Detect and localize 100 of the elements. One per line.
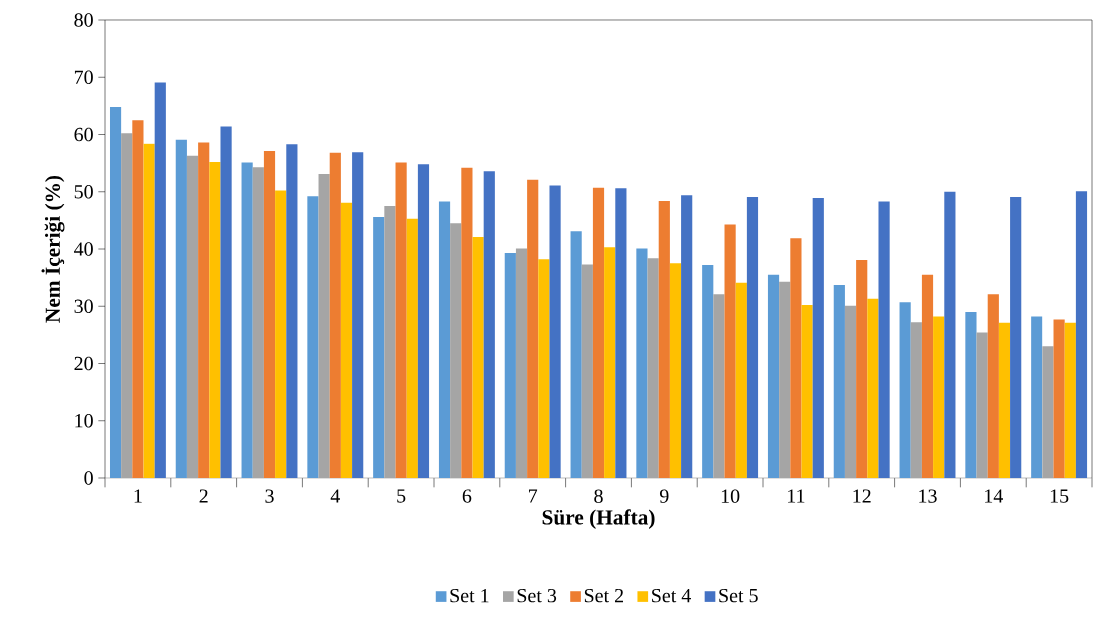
bar [735, 282, 747, 478]
x-tick-label: 1 [134, 489, 142, 503]
bar [681, 195, 693, 478]
bar [921, 274, 934, 478]
x-tick-label: 8 [594, 489, 603, 503]
bar [570, 231, 582, 478]
bar [702, 265, 714, 478]
x-tick-label: 4 [330, 489, 340, 503]
bar [220, 126, 232, 478]
bar [504, 253, 516, 478]
bar [209, 161, 221, 478]
bar [461, 167, 473, 478]
y-tick-label: 80 [74, 13, 93, 27]
bar [275, 190, 287, 478]
bar [581, 264, 593, 478]
bar [713, 294, 725, 478]
x-tick-label: 14 [985, 489, 1003, 503]
bar [450, 223, 462, 478]
bar [286, 144, 298, 478]
y-tick-label: 10 [75, 414, 93, 428]
bar [1075, 191, 1088, 478]
x-tick-label: 13 [919, 489, 937, 503]
y-tick-label: 40 [74, 242, 93, 256]
bar [318, 174, 330, 478]
bar [779, 281, 791, 478]
bar [724, 224, 736, 478]
x-tick-label: 2 [199, 489, 208, 503]
bar [1010, 196, 1022, 478]
bar [592, 187, 605, 478]
bar [965, 311, 977, 478]
bar [658, 200, 670, 478]
bar [867, 298, 879, 478]
bar [669, 263, 682, 478]
bar [604, 247, 616, 478]
bar [944, 191, 956, 478]
x-tick-label: 6 [462, 489, 472, 503]
y-tick-label: 60 [74, 127, 93, 142]
x-tick-label: 7 [529, 489, 538, 503]
bar [109, 107, 122, 478]
bar [615, 188, 627, 478]
x-tick-label: 10 [721, 489, 740, 503]
bar [878, 201, 890, 478]
bar [812, 198, 824, 478]
bar [910, 322, 922, 478]
legend-label: Set 4 [652, 588, 691, 603]
bar [307, 196, 319, 478]
bar [252, 167, 264, 478]
legend-label: Set 5 [719, 588, 758, 603]
bar [373, 216, 385, 478]
bar [132, 120, 144, 478]
bar [329, 152, 341, 478]
y-axis-title: Nem İçeriği (%) [41, 175, 65, 323]
bar [899, 302, 911, 478]
bar [976, 332, 988, 478]
x-tick-label: 9 [659, 489, 669, 503]
bar [263, 151, 276, 478]
bar [933, 316, 945, 478]
bar [483, 171, 495, 478]
bar [636, 248, 648, 478]
bar [438, 201, 451, 478]
bar [647, 258, 659, 478]
bar [384, 206, 396, 478]
y-tick-label: 0 [84, 471, 93, 485]
y-tick-label: 50 [74, 185, 93, 199]
bar [549, 185, 561, 478]
x-axis-title: Süre (Hafta) [542, 509, 655, 529]
y-tick-label: 70 [74, 70, 93, 84]
bar [1053, 319, 1065, 478]
legend-label: Set 1 [450, 588, 489, 603]
bar [987, 294, 999, 478]
bar [1042, 346, 1054, 478]
x-tick-label: 11 [788, 489, 805, 503]
y-tick-label: 20 [74, 356, 93, 371]
bar [833, 285, 845, 478]
x-tick-label: 15 [1050, 489, 1069, 503]
bar [998, 322, 1011, 478]
bar [767, 274, 780, 478]
x-tick-label: 5 [397, 489, 406, 503]
bar [352, 152, 364, 478]
bar [175, 139, 187, 478]
bar [515, 248, 528, 478]
bar [340, 202, 353, 478]
x-tick-label: 3 [265, 489, 274, 503]
bar [417, 164, 430, 478]
bar [241, 162, 253, 478]
bar [801, 305, 813, 478]
bar [746, 196, 759, 478]
bar [472, 236, 484, 478]
bar [527, 179, 539, 478]
bar [1064, 322, 1076, 478]
bar [143, 143, 155, 478]
bar [790, 238, 802, 478]
bar [154, 82, 166, 478]
bar [395, 162, 407, 478]
y-tick-label: 30 [74, 299, 93, 313]
bar [856, 259, 868, 478]
x-tick-label: 12 [853, 489, 871, 503]
bar [538, 259, 550, 478]
bar [186, 155, 199, 478]
bar [198, 142, 210, 478]
